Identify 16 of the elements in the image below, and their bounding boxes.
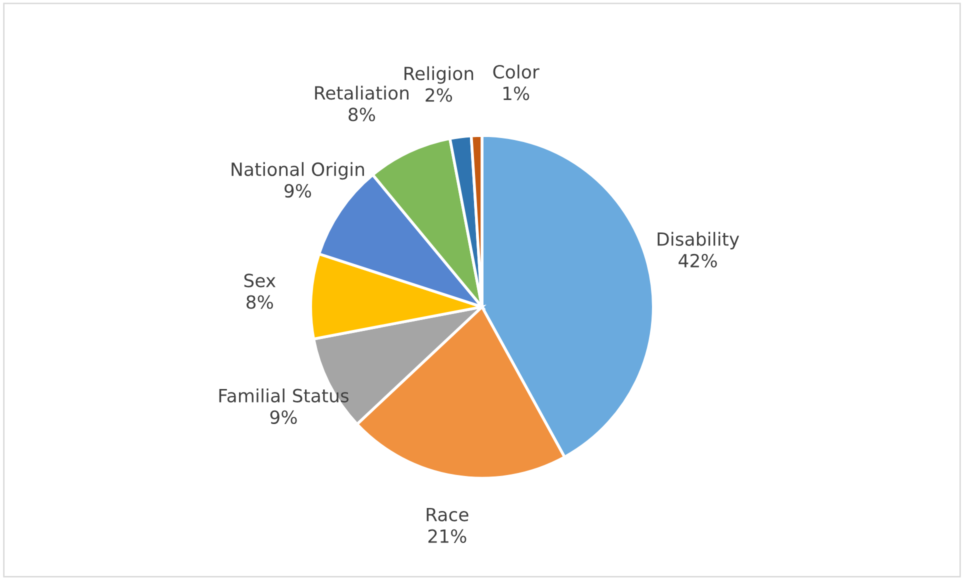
data-label: 9% (284, 184, 312, 198)
slice-label: Retaliation (315, 86, 408, 100)
data-label: 21% (428, 529, 466, 543)
data-label: 8% (246, 295, 273, 309)
data-label: 42% (678, 254, 717, 268)
data-label: 1% (503, 86, 530, 100)
slice-label: Religion (404, 66, 474, 84)
slice-label: Familial Status (219, 388, 349, 402)
slice-label: Color (493, 64, 540, 79)
slice-label: National Origin (232, 162, 364, 180)
slice-label: Sex (244, 274, 276, 288)
data-label: 2% (426, 88, 452, 102)
slice-label: Race (426, 508, 468, 522)
slice-label: Disability (658, 232, 740, 250)
data-label: 9% (270, 410, 297, 424)
data-label: 8% (348, 108, 376, 122)
